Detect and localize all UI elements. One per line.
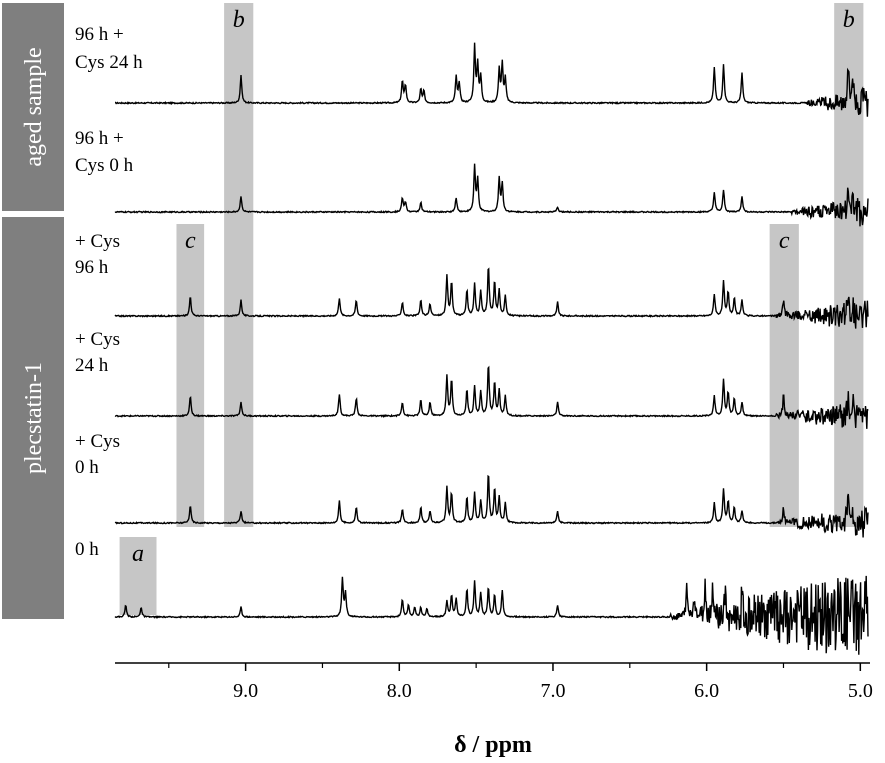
spectrum-6 — [114, 575, 869, 655]
spectrum-3 — [114, 267, 869, 329]
spectrum-label-4: + Cys — [75, 329, 120, 350]
spectrum-label-4: 24 h — [75, 355, 109, 376]
spectrum-4 — [114, 365, 869, 429]
spectrum-label-6: 0 h — [75, 539, 99, 560]
spectrum-label-5: 0 h — [75, 457, 99, 478]
spectrum-label-3: + Cys — [75, 231, 120, 252]
highlight-label-c: c — [779, 228, 790, 254]
spectrum-label-1: 96 h + — [75, 24, 124, 45]
group-bar-1 — [2, 3, 64, 211]
highlight-region-b — [834, 3, 864, 527]
highlight-region-b — [224, 3, 254, 527]
x-tick-label: 9.0 — [233, 680, 258, 702]
x-tick-label: 5.0 — [848, 680, 873, 702]
spectra — [114, 42, 869, 655]
x-tick-label: 7.0 — [540, 680, 565, 702]
x-tick-label: 6.0 — [694, 680, 719, 702]
highlight-label-a: a — [132, 541, 144, 567]
highlight-region-c — [769, 224, 799, 527]
spectrum-label-2: Cys 0 h — [75, 155, 134, 176]
x-axis: 9.0 8.0 7.0 6.0 5.0 — [115, 662, 873, 702]
highlight-label-b: b — [233, 7, 245, 33]
spectrum-labels: 96 h + Cys 24 h 96 h + Cys 0 h + Cys 96 h + Cy… — [75, 24, 143, 560]
highlight-regions: a b b c c — [119, 3, 864, 615]
spectrum-label-2: 96 h + — [75, 128, 124, 149]
highlight-region-c — [176, 224, 205, 527]
spectrum-1 — [114, 42, 869, 117]
highlight-label-c: c — [185, 228, 196, 254]
x-axis-label: δ / ppm — [454, 732, 532, 758]
group-label: aged sample — [21, 47, 47, 166]
highlight-label-b: b — [843, 7, 855, 33]
x-tick-label: 8.0 — [387, 680, 412, 702]
spectrum-label-3: 96 h — [75, 257, 109, 278]
sample-group-bars: aged sample plecstatin-1 — [2, 3, 64, 619]
spectrum-label-5: + Cys — [75, 431, 120, 452]
spectrum-2 — [114, 163, 869, 227]
group-bar-2 — [2, 217, 64, 619]
spectrum-label-1: Cys 24 h — [75, 52, 143, 73]
highlight-region-a — [119, 537, 157, 615]
group-label: plecstatin-1 — [21, 362, 47, 474]
spectrum-5 — [114, 474, 869, 538]
